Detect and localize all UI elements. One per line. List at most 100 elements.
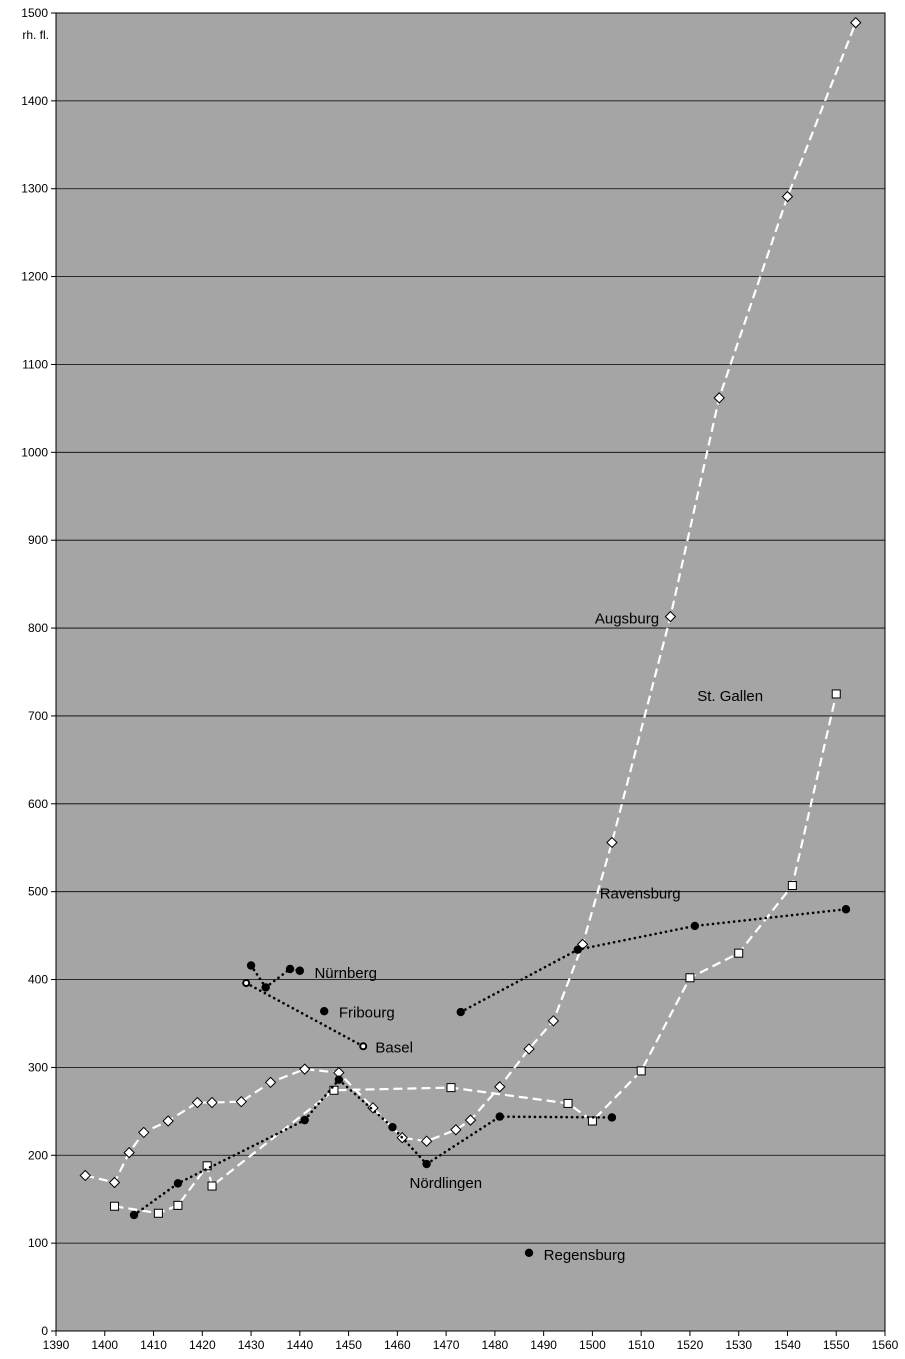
y-tick-label: 100 — [28, 1236, 48, 1250]
series-label-augsburg: Augsburg — [595, 611, 659, 628]
y-tick-label: 300 — [28, 1060, 48, 1074]
data-point — [850, 16, 862, 29]
series-label-basel: Basel — [375, 1039, 413, 1056]
x-tick-label: 1440 — [286, 1338, 313, 1352]
x-tick-label: 1460 — [384, 1338, 411, 1352]
data-point — [831, 689, 841, 699]
x-tick-label: 1400 — [91, 1338, 118, 1352]
y-tick-label: 1000 — [21, 445, 48, 459]
data-point — [563, 1098, 573, 1108]
series-label-ravensburg: Ravensburg — [600, 886, 681, 903]
x-tick-label: 1510 — [628, 1338, 655, 1352]
data-point — [713, 392, 725, 404]
data-point — [547, 1015, 560, 1027]
data-point — [138, 1126, 150, 1139]
data-point — [685, 973, 695, 983]
data-point — [456, 1007, 465, 1017]
data-point — [162, 1115, 174, 1127]
series-line — [459, 907, 848, 1014]
data-point — [367, 1102, 379, 1114]
data-point — [446, 1083, 456, 1093]
series-st-gallen — [110, 689, 841, 1218]
y-tick-label: 500 — [28, 885, 48, 899]
data-point — [334, 1075, 344, 1084]
y-tick-label: 0 — [41, 1324, 48, 1338]
series-basel — [242, 979, 368, 1051]
series-label-fribourg: Fribourg — [339, 1004, 395, 1021]
series-layer — [79, 16, 862, 1257]
y-tick-label: 1400 — [21, 94, 48, 108]
data-point — [108, 1176, 121, 1189]
y-tick-label: 600 — [28, 797, 48, 811]
data-point — [450, 1124, 462, 1136]
data-point — [523, 1043, 535, 1055]
data-point — [734, 948, 744, 958]
data-point — [235, 1095, 248, 1108]
data-point — [246, 961, 256, 970]
annotation-layer: Augsburg St. Gallen Ravensburg Nürnberg Frib… — [314, 611, 763, 1264]
y-tick-label: 800 — [28, 621, 48, 635]
data-point — [191, 1096, 204, 1109]
data-point-center — [244, 981, 249, 986]
series-nurnberg — [246, 961, 305, 992]
data-point — [298, 1063, 311, 1075]
axes: 0 100 200 300 400 500 600 700 800 900 1000 1100 1200… — [21, 6, 898, 1352]
series-label-st-gallen: St. Gallen — [697, 688, 763, 705]
series-nordlingen — [129, 1075, 617, 1220]
data-point — [636, 1066, 646, 1076]
data-point — [123, 1146, 135, 1159]
data-point — [285, 964, 295, 974]
data-point — [110, 1201, 120, 1211]
series-regensburg — [524, 1248, 534, 1257]
y-tick-label: 1500 — [21, 6, 48, 20]
x-tick-label: 1470 — [433, 1338, 460, 1352]
data-point — [295, 966, 305, 975]
data-point — [664, 610, 677, 623]
data-point — [329, 1085, 339, 1095]
y-axis-unit-label: rh. fl. — [22, 28, 49, 42]
data-point — [524, 1248, 534, 1257]
data-point — [781, 190, 794, 203]
plot-area — [56, 13, 885, 1331]
x-tick-label: 1520 — [677, 1338, 704, 1352]
series-ravensburg — [456, 905, 851, 1017]
data-point-center — [361, 1044, 366, 1049]
x-tick-label: 1390 — [43, 1338, 70, 1352]
data-point — [388, 1122, 397, 1132]
data-point — [420, 1135, 433, 1147]
x-tick-label: 1540 — [774, 1338, 801, 1352]
data-point — [606, 836, 618, 849]
plot-frame — [55, 12, 886, 1332]
data-point — [495, 1112, 504, 1121]
data-point — [494, 1081, 506, 1093]
x-tick-label: 1410 — [140, 1338, 167, 1352]
x-tick-label: 1450 — [335, 1338, 362, 1352]
x-tick-label: 1560 — [872, 1338, 899, 1352]
data-point — [261, 983, 270, 992]
x-tick-label: 1500 — [579, 1338, 606, 1352]
data-point — [422, 1159, 431, 1169]
data-point — [202, 1161, 212, 1171]
series-fribourg — [320, 1006, 329, 1016]
x-tick-label: 1480 — [482, 1338, 509, 1352]
x-tick-label: 1490 — [530, 1338, 557, 1352]
data-point — [153, 1208, 163, 1218]
y-tick-label: 1200 — [21, 270, 48, 284]
y-tick-label: 400 — [28, 973, 48, 987]
data-point — [129, 1210, 139, 1220]
series-line — [249, 964, 302, 990]
series-label-regensburg: Regensburg — [544, 1247, 626, 1264]
series-label-nordlingen: Nördlingen — [410, 1175, 483, 1192]
y-tick-label: 1100 — [22, 357, 48, 371]
x-tick-label: 1530 — [725, 1338, 752, 1352]
data-point — [206, 1096, 218, 1109]
y-tick-label: 900 — [28, 533, 48, 547]
series-line — [114, 693, 838, 1215]
y-tick-label: 200 — [28, 1148, 48, 1162]
x-tick-label: 1420 — [189, 1338, 216, 1352]
series-augsburg — [79, 16, 862, 1189]
data-point — [173, 1179, 183, 1188]
data-point — [173, 1200, 183, 1210]
data-point — [787, 881, 797, 891]
